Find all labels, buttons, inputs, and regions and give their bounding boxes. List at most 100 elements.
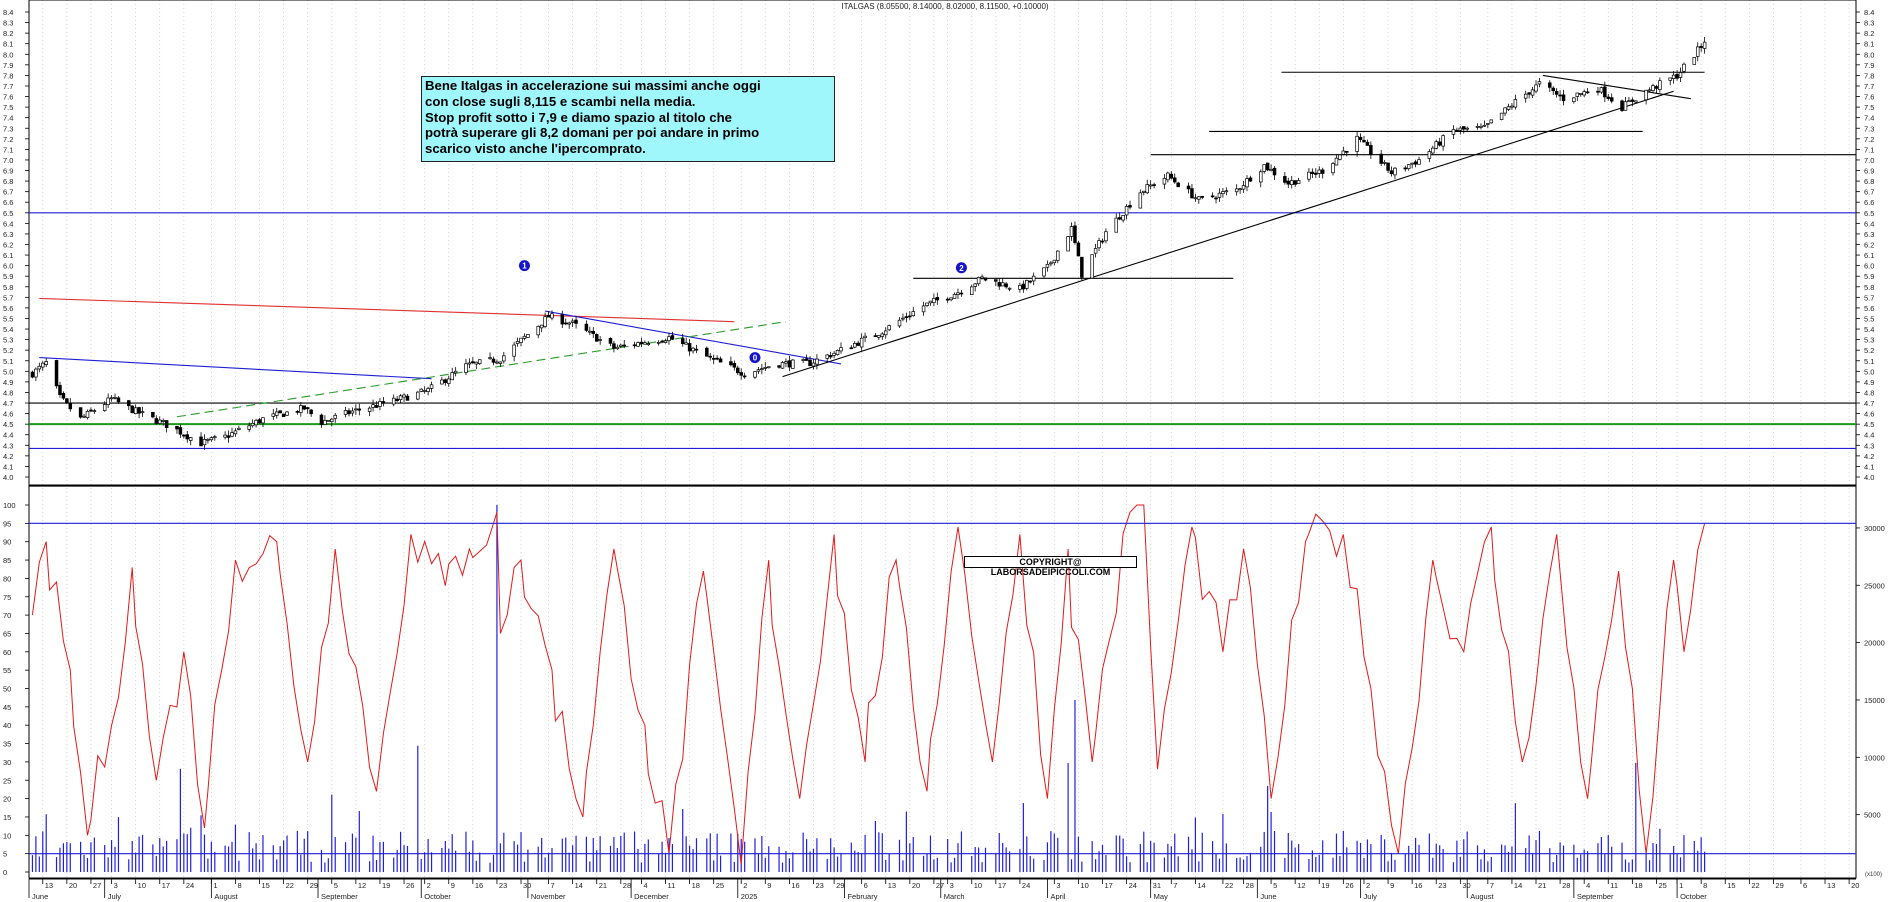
month-label: February [847, 892, 877, 901]
candle-body [477, 359, 482, 364]
month-label: April [1050, 892, 1065, 901]
candle-body [1554, 91, 1559, 95]
candle-body [223, 434, 227, 438]
candle-body [908, 315, 912, 318]
oscillator-levels [29, 522, 1856, 855]
candle-body [130, 405, 134, 414]
candle-body [1527, 92, 1531, 95]
price-tick-label: 7.7 [1864, 82, 1874, 91]
candle-body [711, 357, 716, 360]
volume-unit-label: (x100) [1865, 872, 1882, 878]
candle-body [956, 292, 960, 296]
candle-body [591, 330, 596, 334]
trend-line [545, 310, 842, 365]
candle-body [853, 343, 857, 348]
candle-body [1572, 97, 1576, 103]
trend-line [1542, 74, 1691, 100]
candle-body [1369, 145, 1373, 155]
candle-body [347, 410, 351, 415]
candle-body [1073, 225, 1077, 243]
month-label: September [1577, 892, 1614, 901]
candle-body [285, 411, 289, 416]
candle-body [422, 390, 427, 392]
candle-body [705, 347, 709, 357]
candle-body [1104, 231, 1108, 242]
price-tick-label: 5.4 [3, 325, 13, 334]
candle-body [68, 402, 73, 410]
price-tick-label: 8.0 [3, 50, 13, 59]
price-tick-label: 6.2 [3, 241, 13, 250]
candle-body [619, 344, 623, 347]
candle-body [164, 420, 169, 428]
date-tick-label: 19 [382, 881, 390, 890]
oscillator-tick-label: 80 [3, 574, 11, 583]
candle-body [660, 340, 664, 343]
date-tick-label: 8 [237, 881, 241, 890]
oscillator-tick-label: 5 [3, 850, 7, 859]
candle-body [856, 342, 860, 346]
candle-body [643, 342, 647, 345]
candle-body [526, 334, 530, 338]
price-tick-label: 8.2 [1864, 29, 1874, 38]
candle-body [1393, 167, 1397, 176]
price-tick-label: 5.4 [1864, 325, 1874, 334]
price-tick-label: 6.3 [1864, 230, 1874, 239]
candle-body [608, 338, 613, 344]
candle-body [381, 401, 386, 404]
date-tick-label: 3 [1056, 881, 1060, 890]
candle-body [1166, 172, 1170, 181]
price-tick-label: 7.3 [3, 124, 13, 133]
price-tick-label: 6.6 [3, 198, 13, 207]
month-label: 2025 [741, 892, 758, 901]
candle-body [1093, 248, 1098, 254]
candle-body [1585, 91, 1590, 94]
price-tick-label: 4.5 [3, 420, 13, 429]
wave-marker-label: 1 [522, 262, 527, 271]
candle-body [1320, 169, 1325, 174]
candle-body [1606, 96, 1611, 99]
oscillator-tick-label: 45 [3, 703, 11, 712]
candle-body [1162, 178, 1167, 185]
candle-body [278, 410, 282, 414]
candle-body [213, 436, 217, 439]
support-resistance-lines [29, 71, 1856, 450]
candle-body [598, 339, 602, 341]
candle-body [636, 342, 640, 347]
candle-body [247, 425, 251, 430]
candle-body [1169, 173, 1174, 179]
candle-body [333, 414, 337, 419]
candle-body [1028, 280, 1032, 283]
candle-body [632, 344, 637, 347]
candle-body [113, 397, 117, 399]
candle-body [539, 324, 544, 329]
candle-body [1186, 185, 1191, 190]
candle-body [1283, 176, 1287, 183]
trend-line [176, 321, 787, 418]
candle-body [928, 300, 933, 304]
candle-body [30, 371, 35, 378]
candle-body [1355, 135, 1359, 152]
date-tick-label: 30 [1462, 881, 1470, 890]
candle-body [419, 388, 423, 392]
candle-body [1692, 57, 1697, 65]
candle-body [443, 379, 448, 384]
candle-body [550, 313, 554, 319]
candle-body [188, 437, 193, 441]
candle-body [323, 420, 327, 425]
candle-body [261, 417, 265, 424]
candle-body [873, 335, 878, 337]
candle-body [1499, 112, 1504, 120]
price-tick-label: 7.1 [1864, 145, 1874, 154]
date-tick-label: 14 [575, 881, 583, 890]
candle-body [976, 277, 981, 285]
candle-body [402, 394, 406, 398]
date-tick-label: 5 [1273, 881, 1277, 890]
date-tick-label: 19 [1321, 881, 1329, 890]
candle-body [1644, 89, 1648, 101]
candle-body [715, 357, 719, 360]
price-tick-label: 4.9 [1864, 378, 1874, 387]
candle-body [1042, 267, 1046, 277]
candle-body [1668, 77, 1672, 81]
candle-body [1465, 127, 1469, 130]
date-tick-label: 24 [1022, 881, 1030, 890]
